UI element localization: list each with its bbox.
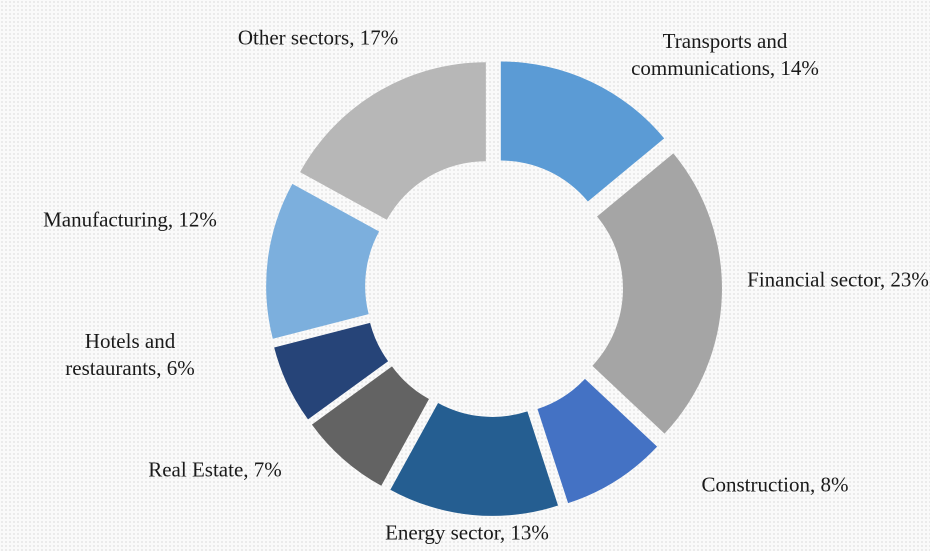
donut-slice [300,62,486,220]
donut-slice [390,402,559,516]
donut-slice [266,183,380,339]
slice-label: Construction, 8% [701,472,849,497]
donut-slice [500,61,665,202]
slice-label: Manufacturing, 12% [43,207,217,232]
donut-slice [592,153,722,434]
donut-slice [537,378,658,504]
donut-slice [274,322,389,420]
slice-label: Hotels and restaurants, 6% [65,329,195,380]
slice-label: Real Estate, 7% [148,457,282,482]
slice-label: Energy sector, 13% [385,520,549,545]
slice-label: Financial sector, 23% [747,267,929,292]
slice-label: Other sectors, 17% [237,25,399,50]
slice-label: Transports and communications, 14% [631,29,819,80]
donut-slice [311,366,429,486]
